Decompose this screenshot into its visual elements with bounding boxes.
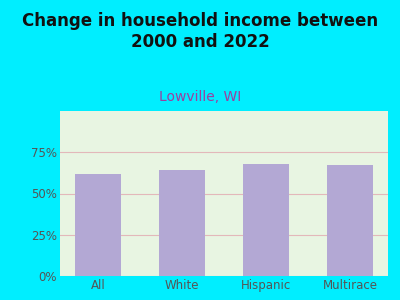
Text: Lowville, WI: Lowville, WI xyxy=(159,90,241,104)
Bar xyxy=(159,170,205,276)
Bar xyxy=(327,165,373,276)
Bar xyxy=(243,164,289,276)
Text: Change in household income between
2000 and 2022: Change in household income between 2000 … xyxy=(22,12,378,51)
Bar xyxy=(75,174,121,276)
